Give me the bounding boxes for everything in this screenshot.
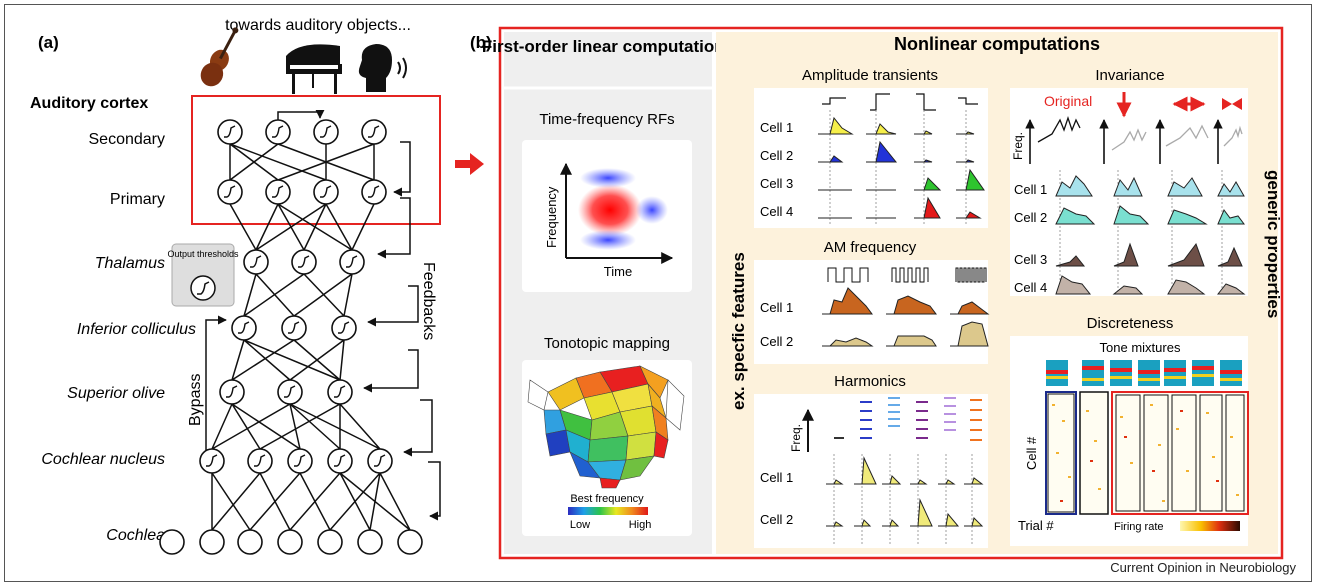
inv-responses [1055,175,1246,295]
cell-axis-label: Cell # [1024,436,1039,470]
raster-plot [1045,391,1249,515]
am-title: AM frequency [824,239,917,256]
harm-onset-lines [833,454,973,544]
olive-neurons [219,379,353,405]
amp-cell-2: Cell 2 [760,148,793,163]
inset-neuron [190,275,216,301]
level-thalamus: Thalamus [95,255,165,272]
inv-cell-4: Cell 4 [1014,280,1047,295]
am-cell-labels: Cell 1 Cell 2 [760,300,793,349]
linear-title-line1: First-order linear computations [482,37,734,56]
inv-cell-1: Cell 1 [1014,182,1047,197]
tono-title: Tonotopic mapping [544,335,670,352]
harm-freq-label: Freq. [789,424,803,452]
inv-compress-arrow [1222,98,1242,110]
sigmoid-glyphs [206,125,386,467]
tono-high: High [629,519,652,531]
cochlea-nodes [159,529,423,555]
tono-scale-label: Best frequency [570,493,644,505]
violin-icon [200,27,239,87]
firing-rate-label: Firing rate [1114,521,1164,533]
amp-cell-labels: Cell 1 Cell 2 Cell 3 Cell 4 [760,120,793,219]
linear-title: First-order linear computations [482,37,734,56]
best-frequency-scale [568,507,648,515]
level-superior-olive: Superior olive [67,385,165,402]
figure-credit: Current Opinion in Neurobiology [1110,560,1296,575]
secondary-neurons [217,119,387,145]
am-responses [822,287,990,347]
left-vertical-label: ex. specfic features [729,252,748,410]
trial-axis-label: Trial # [1018,518,1054,533]
amp-onset-lines [829,110,967,224]
inv-cell-3: Cell 3 [1014,252,1047,267]
amp-title: Amplitude transients [802,67,938,84]
inv-contours [1037,115,1243,151]
harm-cell-labels: Cell 1 Cell 2 [760,470,793,527]
inv-cell-labels: Cell 1 Cell 2 Cell 3 Cell 4 [1014,182,1047,295]
right-vertical-label: generic properties [1264,170,1283,318]
inv-freq-label: Freq. [1011,132,1025,160]
cortex-highlight-box [191,95,441,225]
tone-mixture-spectrograms [1046,360,1242,386]
feedback-label: Feedbacks [420,262,437,340]
panel-link-arrow [455,153,484,175]
inset-label: Output thresholds [167,249,239,259]
harmonic-stacks [834,397,982,441]
cochlear-nucleus-neurons [199,448,393,474]
tono-low: Low [570,519,590,531]
level-cochlea: Cochlea [106,527,165,544]
harm-title: Harmonics [834,373,906,390]
primary-neurons [217,179,387,205]
amp-stimuli [822,93,978,111]
am-cell-2: Cell 2 [760,334,793,349]
cortex-title: Auditory cortex [30,95,148,112]
amp-card [754,88,988,228]
harm-cell-1: Cell 1 [760,470,793,485]
am-cell-1: Cell 1 [760,300,793,315]
firing-rate-scale [1180,521,1240,531]
harm-cell-2: Cell 2 [760,512,793,527]
tonotopic-map [527,365,685,489]
inv-original: Original [1044,93,1092,109]
disc-sub: Tone mixtures [1100,340,1181,355]
disc-title: Discreteness [1087,315,1174,332]
nonlinear-title: Nonlinear computations [894,34,1100,54]
rf-xlabel: Time [604,264,632,279]
panel-a-label: (a) [38,33,59,52]
level-secondary: Secondary [89,131,166,148]
panel-b-label: (b) [470,33,492,52]
level-cochlear-nucleus: Cochlear nucleus [41,451,165,468]
harm-responses [826,456,984,527]
speaking-head-icon [358,44,407,92]
inv-title: Invariance [1095,67,1164,84]
amp-cell-4: Cell 4 [760,204,793,219]
rf-heatmap [578,168,668,250]
inv-axes [1025,119,1223,164]
ic-neurons [231,315,357,341]
amp-cell-1: Cell 1 [760,120,793,135]
rf-ylabel: Frequency [544,186,559,248]
amp-cell-3: Cell 3 [760,176,793,191]
output-thresholds-inset [171,243,235,307]
bypass-label: Bypass [187,374,204,426]
objects-heading: towards auditory objects... [225,17,411,34]
network-connections [205,109,441,531]
level-inferior-colliculus: Inferior colliculus [77,321,196,338]
inv-cell-2: Cell 2 [1014,210,1047,225]
figure-frame [4,4,1312,582]
piano-icon [286,44,342,94]
am-stimuli [827,267,987,283]
neuron-nodes [159,119,423,555]
amp-responses [818,116,985,219]
level-primary: Primary [110,191,165,208]
rf-title: Time-frequency RFs [539,111,674,128]
